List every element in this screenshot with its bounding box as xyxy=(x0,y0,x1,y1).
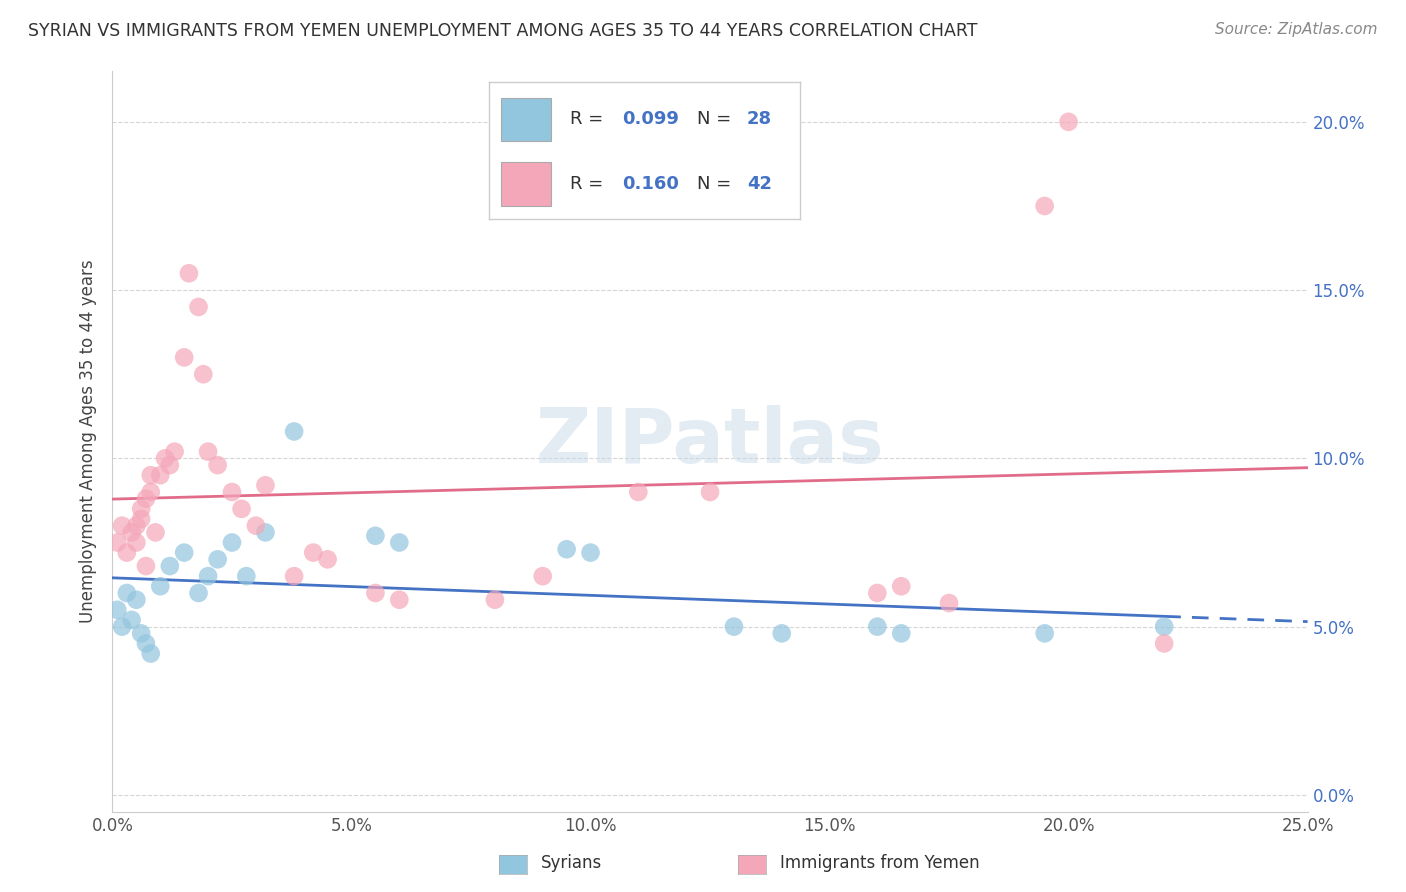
Point xyxy=(1153,636,1175,650)
Point xyxy=(207,552,229,566)
Point xyxy=(866,619,889,633)
Point xyxy=(135,491,157,506)
Point xyxy=(121,525,143,540)
Point xyxy=(153,451,176,466)
Point xyxy=(231,501,253,516)
Text: SYRIAN VS IMMIGRANTS FROM YEMEN UNEMPLOYMENT AMONG AGES 35 TO 44 YEARS CORRELATI: SYRIAN VS IMMIGRANTS FROM YEMEN UNEMPLOY… xyxy=(28,22,977,40)
Point xyxy=(111,619,134,633)
Point xyxy=(121,613,143,627)
Point xyxy=(177,266,200,280)
Point xyxy=(193,368,215,382)
Point xyxy=(555,542,578,557)
Point xyxy=(531,569,554,583)
Point xyxy=(221,485,243,500)
Y-axis label: Unemployment Among Ages 35 to 44 years: Unemployment Among Ages 35 to 44 years xyxy=(79,260,97,624)
Point xyxy=(388,592,411,607)
Point xyxy=(283,425,305,439)
Point xyxy=(125,592,148,607)
Point xyxy=(163,444,186,458)
Point xyxy=(135,559,157,574)
Point xyxy=(187,300,209,314)
Point xyxy=(699,485,721,500)
Point xyxy=(627,485,650,500)
Point xyxy=(115,586,138,600)
Point xyxy=(364,586,387,600)
Point xyxy=(139,485,162,500)
Point xyxy=(173,351,195,365)
Point xyxy=(283,569,305,583)
Point xyxy=(149,468,172,483)
Point xyxy=(197,444,219,458)
Point xyxy=(1153,619,1175,633)
Point xyxy=(139,647,162,661)
Point xyxy=(484,592,506,607)
Point xyxy=(316,552,339,566)
Point xyxy=(159,458,181,472)
Point xyxy=(254,525,277,540)
Point xyxy=(890,626,912,640)
Point xyxy=(197,569,219,583)
Point xyxy=(115,546,138,560)
Point xyxy=(1033,626,1056,640)
Point xyxy=(207,458,229,472)
Point xyxy=(254,478,277,492)
Point xyxy=(364,529,387,543)
Point xyxy=(938,596,960,610)
Point xyxy=(105,535,128,549)
Point xyxy=(388,535,411,549)
Point xyxy=(866,586,889,600)
Text: Source: ZipAtlas.com: Source: ZipAtlas.com xyxy=(1215,22,1378,37)
Point xyxy=(129,512,152,526)
Point xyxy=(111,518,134,533)
Point xyxy=(221,535,243,549)
Point xyxy=(723,619,745,633)
Point xyxy=(302,546,325,560)
Point xyxy=(129,626,152,640)
Point xyxy=(1033,199,1056,213)
Text: Syrians: Syrians xyxy=(541,855,603,872)
Point xyxy=(770,626,793,640)
Point xyxy=(245,518,267,533)
Point xyxy=(125,518,148,533)
Point xyxy=(173,546,195,560)
Point xyxy=(125,535,148,549)
Point xyxy=(890,579,912,593)
Point xyxy=(145,525,167,540)
Point xyxy=(579,546,602,560)
Point xyxy=(235,569,257,583)
Point xyxy=(105,603,128,617)
Point xyxy=(135,636,157,650)
Point xyxy=(187,586,209,600)
Point xyxy=(149,579,172,593)
Point xyxy=(1057,115,1080,129)
Text: Immigrants from Yemen: Immigrants from Yemen xyxy=(780,855,980,872)
Point xyxy=(139,468,162,483)
Text: ZIPatlas: ZIPatlas xyxy=(536,405,884,478)
Point xyxy=(159,559,181,574)
Point xyxy=(129,501,152,516)
